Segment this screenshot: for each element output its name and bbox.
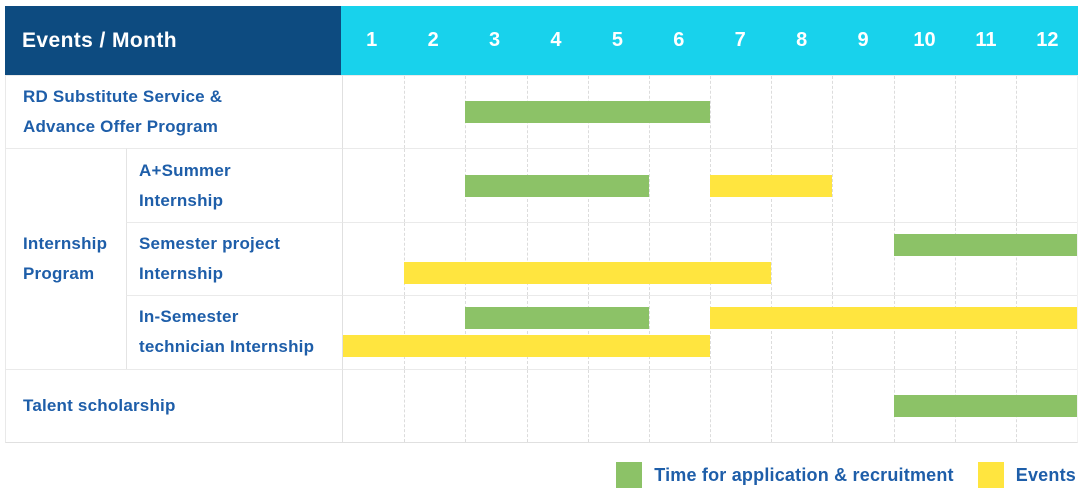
- month-grid-line: [648, 222, 650, 296]
- month-label-2: 2: [427, 29, 439, 51]
- month-grid-line: [832, 222, 834, 296]
- month-grid-line: [526, 369, 528, 442]
- chart-row-rd-substitute: [342, 75, 1077, 149]
- month-grid-line: [587, 369, 589, 442]
- month-grid-line: [465, 222, 467, 296]
- month-grid-line: [893, 76, 895, 149]
- yellow-swatch-icon: [977, 462, 1004, 488]
- month-grid-line: [710, 222, 711, 296]
- month-label-5: 5: [611, 29, 623, 51]
- month-grid-line: [832, 149, 834, 222]
- month-grid-line: [1015, 76, 1017, 149]
- green-gantt-bar: [893, 233, 1077, 256]
- chart-row-semester-project-internship: [342, 221, 1077, 296]
- month-grid-line: [526, 222, 528, 296]
- yellow-gantt-bar: [343, 335, 710, 358]
- events-month-header-label: Events / Month: [22, 28, 177, 52]
- month-grid-line: [832, 76, 834, 149]
- gantt-table: Events / Month 1 2 3 4 5 6 7 8 9 10 11 12 RD Substi…: [5, 6, 1078, 443]
- month-label-8: 8: [796, 29, 808, 51]
- month-grid-line: [587, 222, 589, 296]
- month-grid-line: [648, 149, 650, 222]
- month-label-4: 4: [550, 29, 562, 51]
- month-grid-line: [648, 369, 650, 442]
- month-grid-line: [465, 369, 467, 442]
- month-grid-line: [648, 296, 650, 369]
- month-label-6: 6: [673, 29, 685, 51]
- month-label-9: 9: [857, 29, 869, 51]
- month-grid-line: [954, 76, 956, 149]
- month-label-3: 3: [488, 29, 501, 51]
- row-label-in-semester-technician-internship: In-Semester technician Internship: [126, 295, 342, 369]
- chart-row-in-semester-technician-internship: [342, 295, 1077, 369]
- month-label-11: 11: [975, 29, 997, 51]
- green-gantt-bar: [465, 174, 649, 197]
- legend-label-events: Events: [1015, 464, 1076, 485]
- green-gantt-bar: [465, 101, 710, 124]
- month-grid-line: [1015, 149, 1017, 222]
- green-gantt-bar: [465, 307, 649, 330]
- events-month-header: Events / Month: [5, 6, 341, 75]
- month-grid-line: [404, 369, 406, 442]
- month-grid-line: [954, 149, 956, 222]
- row-label-semester-project-internship: Semester project Internship: [126, 221, 342, 296]
- month-label-7: 7: [734, 29, 746, 51]
- month-grid-line: [771, 76, 773, 149]
- month-grid-line: [771, 369, 773, 442]
- yellow-gantt-bar: [710, 307, 1077, 330]
- green-swatch-icon: [616, 462, 643, 488]
- month-grid-line: [832, 369, 834, 442]
- month-grid-line: [710, 369, 711, 442]
- month-grid-line: [404, 296, 406, 369]
- legend-item-application: Time for application & recruitment: [616, 462, 954, 488]
- green-gantt-bar: [893, 394, 1077, 417]
- month-grid-line: [893, 149, 895, 222]
- group-label-internship-program: Internship Program: [6, 148, 126, 368]
- month-grid-line: [771, 222, 773, 296]
- month-grid-line: [404, 149, 406, 222]
- month-grid-line: [710, 76, 711, 149]
- row-label-a-summer-internship: A+Summer Internship: [126, 148, 342, 222]
- month-label-1: 1: [366, 29, 378, 51]
- month-label-12: 12: [1036, 29, 1059, 51]
- yellow-gantt-bar: [404, 261, 772, 284]
- month-header-row: 1 2 3 4 5 6 7 8 9 10 11 12: [341, 6, 1078, 75]
- table-header-row: Events / Month 1 2 3 4 5 6 7 8 9 10 11 12: [5, 6, 1078, 75]
- row-label-rd-substitute: RD Substitute Service & Advance Offer Pr…: [6, 75, 342, 148]
- legend: Time for application & recruitment Event…: [0, 460, 1076, 490]
- legend-label-application: Time for application & recruitment: [654, 464, 954, 485]
- month-label-10: 10: [913, 29, 936, 51]
- chart-row-talent-scholarship: [342, 368, 1077, 442]
- table-body: RD Substitute Service & Advance Offer Pr…: [5, 75, 1078, 443]
- chart-row-a-summer-internship: [342, 148, 1077, 222]
- row-label-talent-scholarship: Talent scholarship: [6, 368, 342, 442]
- yellow-gantt-bar: [710, 174, 833, 197]
- month-grid-line: [404, 76, 406, 149]
- legend-item-events: Events: [977, 462, 1076, 488]
- month-grid-line: [404, 222, 406, 296]
